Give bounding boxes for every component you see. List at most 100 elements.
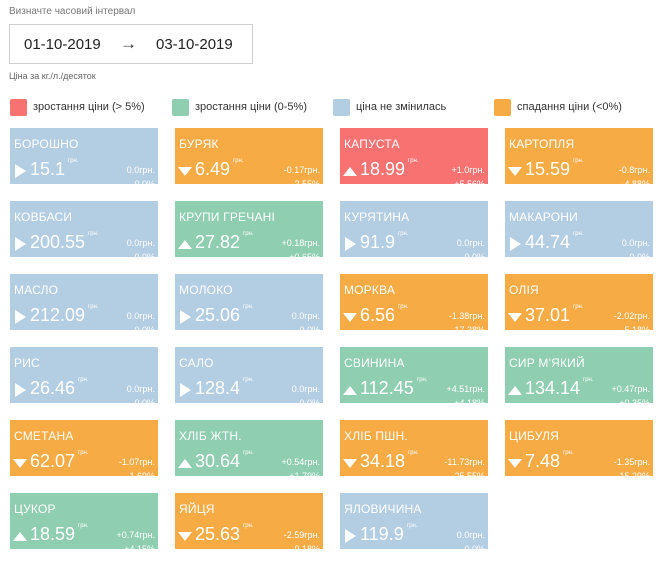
legend-swatch	[10, 98, 27, 116]
product-price: 30.64	[195, 451, 241, 471]
currency-label: грн.	[243, 304, 254, 310]
product-card[interactable]: ЦИБУЛЯ 7.48 грн. -1.35грн. -15.29%	[505, 420, 653, 481]
price-change-abs: 0.0грн.	[456, 530, 485, 540]
price-change-pct: -15.29%	[616, 471, 650, 481]
product-card[interactable]: ЯЛОВИЧИНА 119.9 грн. 0.0грн. 0.0%	[340, 493, 488, 554]
product-card[interactable]: СИР М'ЯКИЙ 134.14 грн. +0.47грн. +0.35%	[505, 347, 653, 408]
price-change-abs: +0.74грн.	[116, 530, 155, 540]
product-card[interactable]: МОЛОКО 25.06 грн. 0.0грн. 0.0%	[175, 274, 323, 335]
product-card[interactable]: ХЛІБ ПШН. 34.18 грн. -11.73грн. -25.55%	[340, 420, 488, 481]
currency-label: грн.	[398, 231, 409, 237]
trend-down-icon	[13, 456, 27, 470]
product-card[interactable]: ОЛІЯ 37.01 грн. -2.02грн. -5.18%	[505, 274, 653, 335]
price-change-abs: 0.0грн.	[126, 311, 155, 321]
price-change-pct: -1.69%	[126, 471, 155, 481]
currency-label: грн.	[573, 158, 584, 164]
product-price: 18.59	[30, 524, 76, 544]
price-change-abs: -2.02грн.	[613, 311, 650, 321]
product-price: 37.01	[525, 305, 571, 325]
product-name: РИС	[14, 356, 40, 370]
price-change-pct: +1.79%	[289, 471, 320, 481]
price-change-pct: -25.55%	[451, 471, 485, 481]
price-change-pct: -2.55%	[291, 179, 320, 189]
trend-flat-icon	[13, 310, 27, 324]
product-card[interactable]: БОРОШНО 15.1 грн. 0.0грн. 0.0%	[10, 128, 158, 189]
product-card[interactable]: КАРТОПЛЯ 15.59 грн. -0.8грн. -4.88%	[505, 128, 653, 189]
product-name: МАСЛО	[14, 283, 59, 297]
price-change-pct: 0.0%	[134, 398, 155, 408]
currency-label: грн.	[68, 158, 79, 164]
product-name: СМЕТАНА	[14, 429, 74, 443]
product-name: СИР М'ЯКИЙ	[509, 356, 585, 370]
trend-up-icon	[343, 383, 357, 397]
trend-flat-icon	[13, 237, 27, 251]
legend-label: зростання ціни (> 5%)	[33, 101, 145, 113]
price-change-abs: -2.59грн.	[283, 530, 320, 540]
product-card[interactable]: КОВБАСИ 200.55 грн. 0.0грн. 0.0%	[10, 201, 158, 262]
product-name: МАКАРОНИ	[509, 210, 578, 224]
trend-up-icon	[178, 456, 192, 470]
currency-label: грн.	[88, 304, 99, 310]
product-name: ОЛІЯ	[509, 283, 539, 297]
currency-label: грн.	[573, 231, 584, 237]
unit-note: Ціна за кг./л./десяток	[9, 71, 96, 81]
trend-up-icon	[508, 383, 522, 397]
price-change-pct: 0.0%	[299, 325, 320, 335]
product-card[interactable]: КУРЯТИНА 91.9 грн. 0.0грн. 0.0%	[340, 201, 488, 262]
legend-item-rise-low: зростання ціни (0-5%)	[172, 98, 307, 116]
product-card[interactable]: РИС 26.46 грн. 0.0грн. 0.0%	[10, 347, 158, 408]
price-change-pct: 0.0%	[629, 252, 650, 262]
price-change-pct: -4.88%	[621, 179, 650, 189]
trend-up-icon	[178, 237, 192, 251]
trend-up-icon	[343, 164, 357, 178]
trend-flat-icon	[178, 383, 192, 397]
product-card[interactable]: МАКАРОНИ 44.74 грн. 0.0грн. 0.0%	[505, 201, 653, 262]
currency-label: грн.	[243, 523, 254, 529]
currency-label: грн.	[243, 231, 254, 237]
trend-down-icon	[508, 310, 522, 324]
interval-label: Визначте часовий інтервал	[9, 6, 136, 17]
legend-swatch	[494, 98, 511, 116]
product-name: ЦИБУЛЯ	[509, 429, 560, 443]
legend-item-no-change: ціна не змінилась	[333, 98, 446, 116]
product-card[interactable]: ХЛІБ ЖТН. 30.64 грн. +0.54грн. +1.79%	[175, 420, 323, 481]
product-name: СВИНИНА	[344, 356, 405, 370]
price-change-abs: -1.35грн.	[613, 457, 650, 467]
date-to-input[interactable]: 03-10-2019	[156, 36, 233, 53]
product-name: ЦУКОР	[14, 502, 56, 516]
product-name: ЯЛОВИЧИНА	[344, 502, 422, 516]
currency-label: грн.	[78, 450, 89, 456]
product-price: 128.4	[195, 378, 241, 398]
product-name: МОЛОКО	[179, 283, 233, 297]
price-change-pct: +0.35%	[619, 398, 650, 408]
price-change-abs: -0.17грн.	[283, 165, 320, 175]
product-card[interactable]: КРУПИ ГРЕЧАНІ 27.82 грн. +0.18грн. +0.65%	[175, 201, 323, 262]
product-card[interactable]: КАПУСТА 18.99 грн. +1.0грн. +5.56%	[340, 128, 488, 189]
price-change-abs: 0.0грн.	[126, 384, 155, 394]
product-card[interactable]: ЦУКОР 18.59 грн. +0.74грн. +4.15%	[10, 493, 158, 554]
price-change-pct: -17.38%	[451, 325, 485, 335]
product-card[interactable]: САЛО 128.4 грн. 0.0грн. 0.0%	[175, 347, 323, 408]
product-price: 44.74	[525, 232, 571, 252]
trend-flat-icon	[508, 237, 522, 251]
date-range-picker[interactable]: 01-10-2019 → 03-10-2019	[9, 24, 253, 64]
product-card[interactable]: МАСЛО 212.09 грн. 0.0грн. 0.0%	[10, 274, 158, 335]
product-card[interactable]: СМЕТАНА 62.07 грн. -1.07грн. -1.69%	[10, 420, 158, 481]
legend-label: спадання ціни (<0%)	[517, 101, 622, 113]
currency-label: грн.	[78, 523, 89, 529]
price-change-abs: 0.0грн.	[126, 165, 155, 175]
product-card[interactable]: СВИНИНА 112.45 грн. +4.51грн. +4.18%	[340, 347, 488, 408]
legend-swatch	[172, 98, 189, 116]
currency-label: грн.	[583, 377, 594, 383]
product-card[interactable]: ЯЙЦЯ 25.63 грн. -2.59грн. -9.18%	[175, 493, 323, 554]
price-change-pct: 0.0%	[134, 252, 155, 262]
product-card[interactable]: БУРЯК 6.49 грн. -0.17грн. -2.55%	[175, 128, 323, 189]
product-card[interactable]: МОРКВА 6.56 грн. -1.38грн. -17.38%	[340, 274, 488, 335]
date-from-input[interactable]: 01-10-2019	[24, 36, 101, 53]
price-change-pct: +5.56%	[454, 179, 485, 189]
price-change-abs: 0.0грн.	[621, 238, 650, 248]
trend-flat-icon	[13, 164, 27, 178]
trend-up-icon	[13, 529, 27, 543]
price-change-abs: -0.8грн.	[618, 165, 650, 175]
price-change-abs: -1.07грн.	[118, 457, 155, 467]
